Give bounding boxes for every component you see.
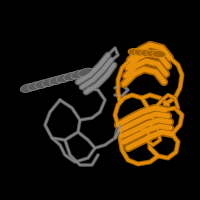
Ellipse shape (152, 51, 166, 58)
Ellipse shape (42, 78, 58, 87)
Ellipse shape (35, 80, 50, 89)
Ellipse shape (71, 70, 87, 79)
Ellipse shape (146, 50, 160, 57)
Ellipse shape (64, 72, 79, 81)
Ellipse shape (134, 49, 148, 56)
Ellipse shape (56, 74, 72, 83)
Ellipse shape (27, 82, 43, 90)
Ellipse shape (20, 84, 36, 92)
Ellipse shape (49, 76, 65, 85)
Ellipse shape (128, 48, 142, 56)
Ellipse shape (140, 50, 154, 57)
Ellipse shape (78, 68, 94, 77)
